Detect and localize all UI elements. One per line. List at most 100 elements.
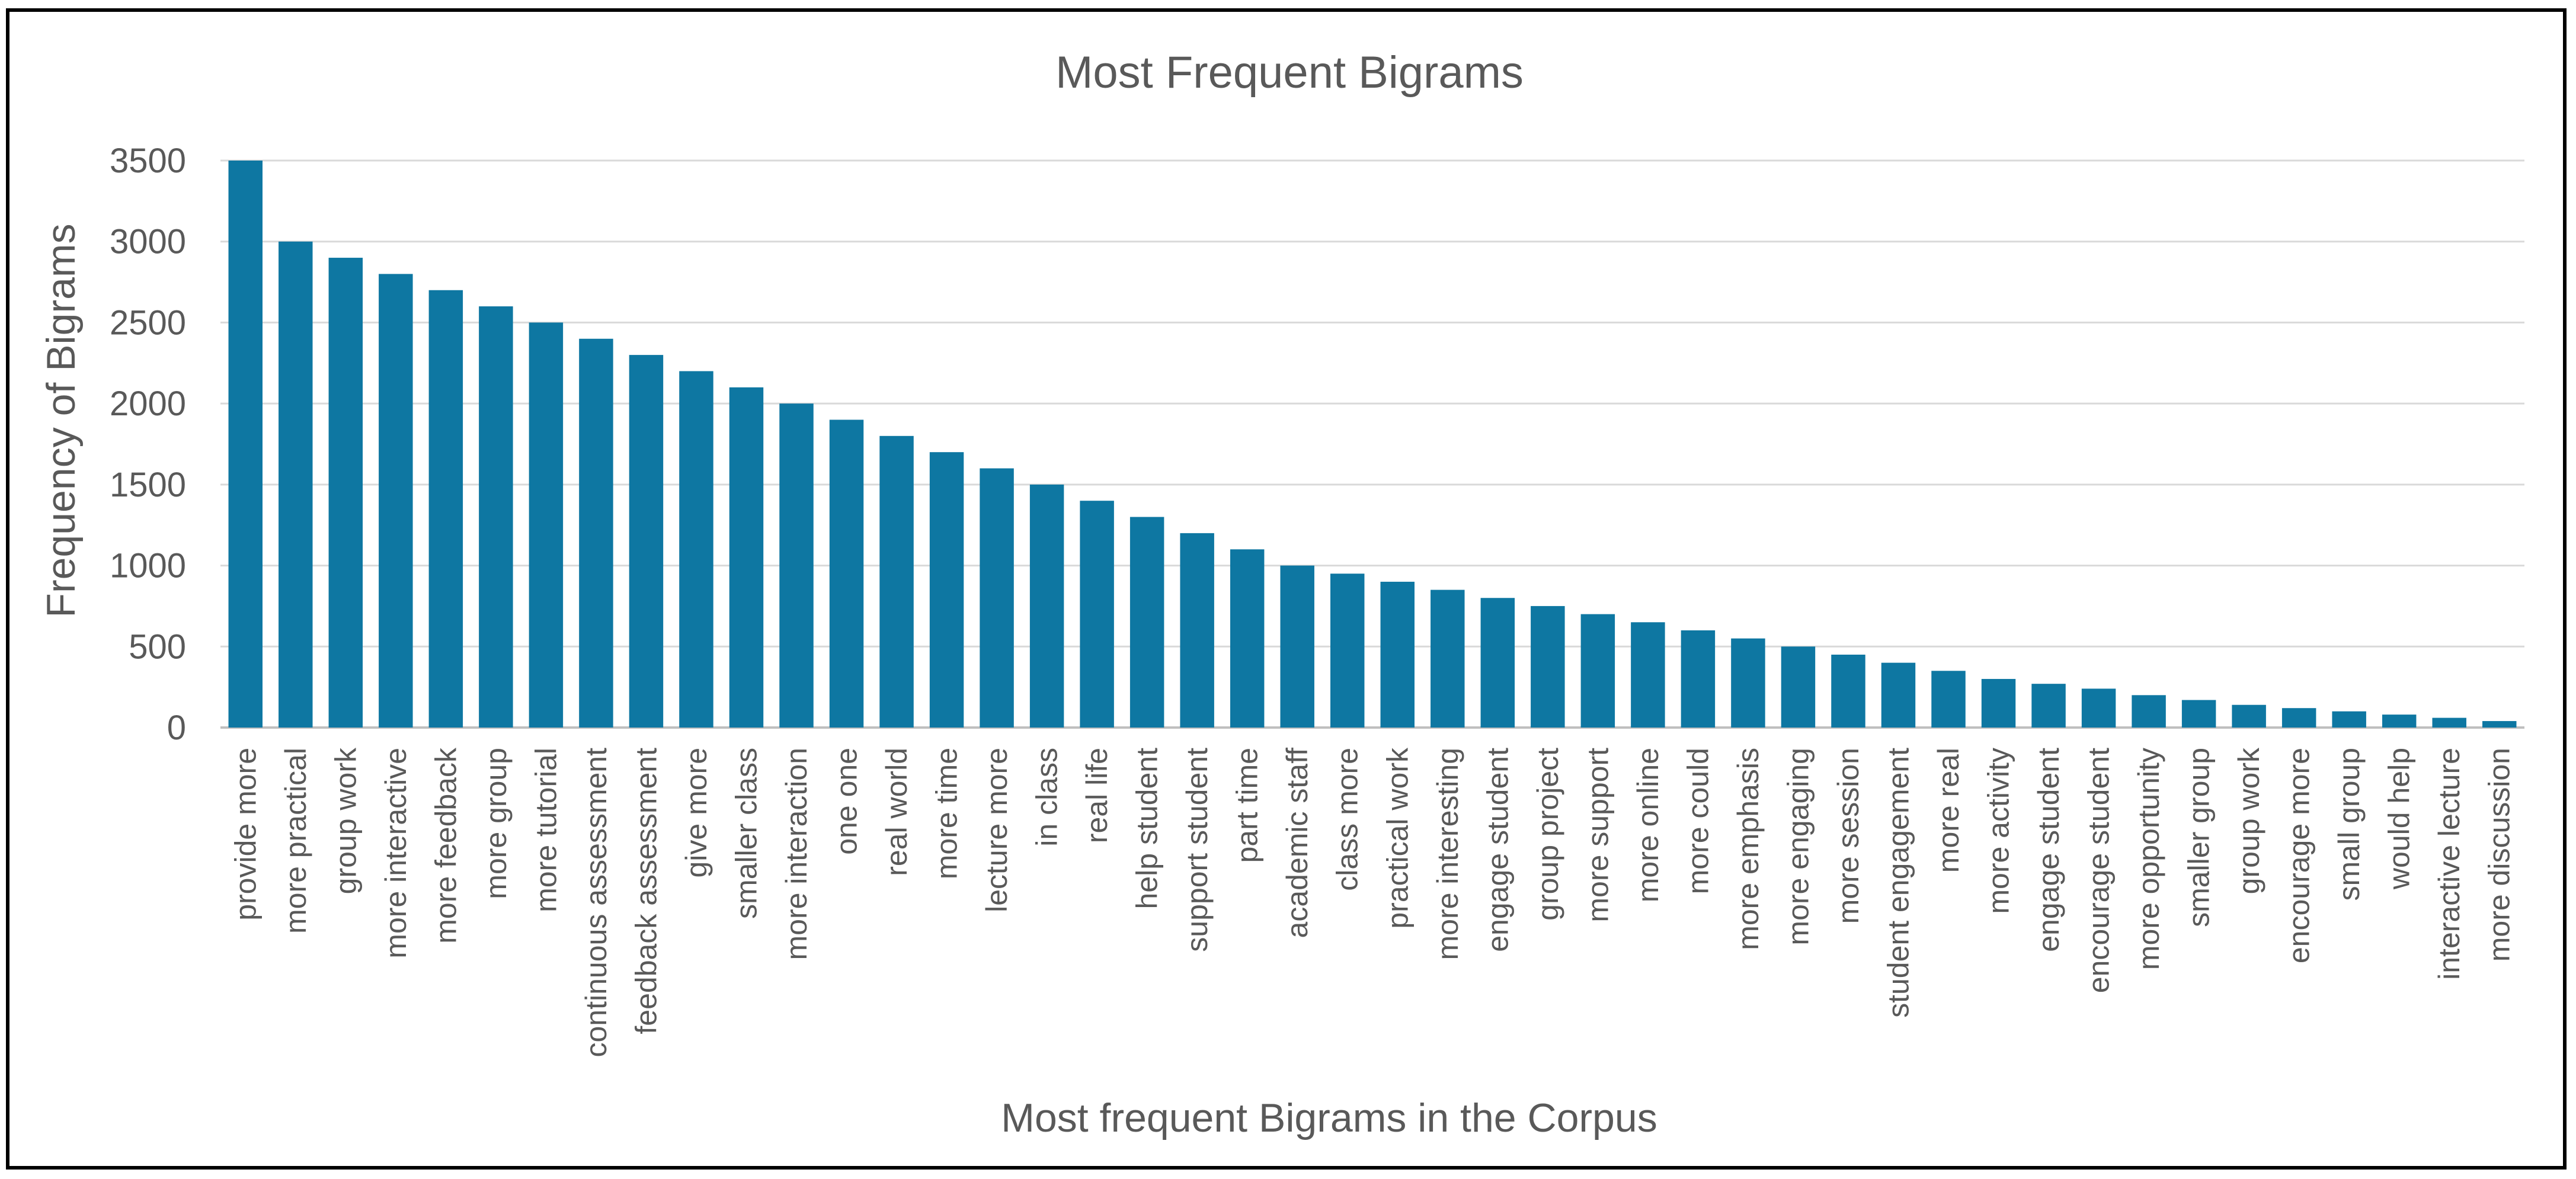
- bar: [2132, 695, 2166, 728]
- bar: [1380, 581, 1415, 728]
- y-axis-label: Frequency of Bigrams: [39, 223, 84, 617]
- x-category-label: more could: [1681, 748, 1714, 894]
- bar: [1029, 484, 1064, 728]
- bar: [929, 452, 964, 728]
- x-category-label: more group: [479, 748, 513, 899]
- x-category-label: group project: [1531, 748, 1564, 921]
- x-category-label: encourage more: [2283, 748, 2316, 963]
- x-category-label: smaller class: [729, 748, 763, 919]
- x-category-label: engage student: [1481, 748, 1514, 952]
- chart-title: Most Frequent Bigrams: [1055, 47, 1524, 98]
- bar: [2332, 711, 2366, 728]
- x-category-label: small group: [2332, 748, 2366, 901]
- bar: [2031, 684, 2066, 728]
- y-tick-labels: 0 500 1000 1500 2000 2500 3000 3500: [110, 142, 186, 747]
- x-category-label: more real: [1932, 748, 1965, 873]
- bar: [629, 355, 664, 728]
- bar: [2432, 717, 2466, 728]
- bar: [2181, 700, 2216, 728]
- bar: [529, 322, 564, 728]
- x-category-label: in class: [1031, 748, 1064, 847]
- x-category-label: group work: [329, 747, 362, 894]
- bar-chart: 0 500 1000 1500 2000 2500 3000 3500 provide mor…: [39, 47, 2524, 1140]
- x-category-label: engage student: [2032, 748, 2065, 952]
- bar: [729, 387, 764, 728]
- bar: [2232, 704, 2266, 728]
- x-category-label: practical work: [1381, 747, 1414, 929]
- x-category-label: student engagement: [1881, 748, 1915, 1018]
- y-tick-label: 500: [129, 627, 186, 666]
- x-category-label: lecture more: [980, 748, 1013, 912]
- x-category-label: more engaging: [1781, 748, 1815, 946]
- bar: [1781, 646, 1816, 728]
- bar: [829, 419, 864, 728]
- bar: [980, 468, 1014, 728]
- x-category-label: feedback assessment: [629, 748, 663, 1034]
- x-category-label: more interesting: [1431, 748, 1464, 960]
- x-category-label: more tutorial: [529, 748, 562, 912]
- bars: [228, 161, 2517, 728]
- bar: [1681, 630, 1716, 728]
- bar: [1981, 678, 2016, 728]
- x-category-label: give more: [680, 748, 713, 878]
- bar: [1330, 574, 1365, 728]
- y-tick-label: 3000: [110, 223, 186, 261]
- bar: [1480, 598, 1515, 728]
- x-category-label: continuous assessment: [580, 748, 613, 1058]
- chart-frame: 0 500 1000 1500 2000 2500 3000 3500 provide mor…: [6, 8, 2567, 1170]
- x-category-label: more opportunity: [2132, 748, 2165, 970]
- x-category-label: help student: [1131, 748, 1164, 909]
- bar: [679, 371, 713, 728]
- x-category-label: interactive lecture: [2433, 748, 2466, 980]
- bar: [879, 435, 914, 728]
- bar: [1531, 605, 1565, 728]
- bar: [579, 338, 613, 728]
- bar: [228, 161, 263, 728]
- x-category-label: more activity: [1982, 748, 2015, 914]
- bar: [279, 241, 313, 728]
- x-category-label: part time: [1231, 748, 1264, 863]
- bar: [1230, 549, 1265, 728]
- bar: [479, 306, 513, 728]
- bar: [1881, 662, 1916, 728]
- x-category-label: more feedback: [429, 747, 462, 944]
- x-category-label: one one: [830, 748, 863, 855]
- x-axis-label: Most frequent Bigrams in the Corpus: [1001, 1095, 1657, 1140]
- y-tick-label: 2000: [110, 385, 186, 423]
- x-category-label: encourage student: [2082, 748, 2116, 993]
- bar: [2081, 688, 2116, 728]
- bar: [1931, 671, 1966, 728]
- y-tick-label: 1500: [110, 466, 186, 504]
- x-category-label: more practical: [279, 748, 312, 934]
- x-category-label: more interaction: [780, 748, 813, 960]
- x-category-label: more support: [1581, 748, 1614, 922]
- x-category-label: more emphasis: [1732, 748, 1765, 950]
- bar: [1080, 501, 1114, 728]
- gridlines: [220, 159, 2524, 729]
- bar: [1129, 517, 1164, 728]
- x-category-label: would help: [2383, 748, 2416, 890]
- bar: [428, 290, 463, 728]
- bar: [1280, 565, 1314, 728]
- x-category-label: more online: [1631, 748, 1665, 902]
- bar: [1731, 638, 1765, 728]
- bar: [779, 403, 814, 728]
- x-category-label: group work: [2232, 747, 2265, 894]
- bar: [1431, 590, 1465, 728]
- bar: [2482, 721, 2517, 728]
- y-tick-label: 0: [167, 709, 186, 747]
- x-category-label: more interactive: [379, 748, 412, 959]
- bar: [1831, 654, 1865, 728]
- x-category-label: smaller group: [2183, 748, 2216, 927]
- x-category-labels: provide more more practical group work more…: [229, 747, 2516, 1058]
- y-tick-label: 1000: [110, 547, 186, 585]
- x-category-label: academic staff: [1281, 748, 1314, 938]
- bar: [2382, 715, 2417, 728]
- x-category-label: more discussion: [2483, 748, 2516, 962]
- x-category-label: more time: [930, 748, 964, 879]
- bar: [328, 258, 363, 728]
- x-category-label: more session: [1832, 748, 1865, 924]
- x-category-label: real life: [1080, 748, 1113, 843]
- bar: [379, 274, 413, 728]
- bar: [1180, 533, 1214, 728]
